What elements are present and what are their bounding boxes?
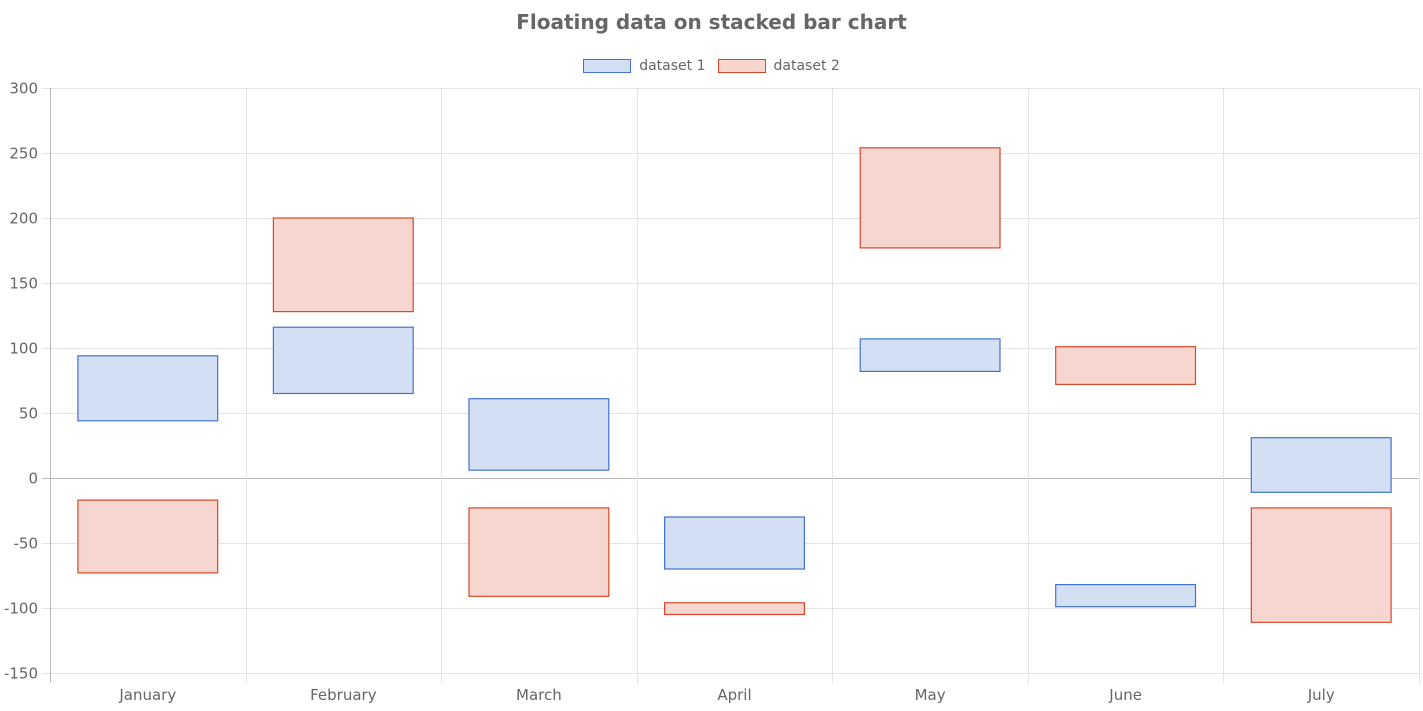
x-tick-label: January — [118, 686, 176, 704]
bar-dataset-1-july — [1250, 437, 1392, 493]
y-tick-label: 300 — [9, 80, 38, 98]
bar-dataset-1-january — [77, 355, 219, 422]
y-tick-label: 0 — [28, 470, 38, 488]
legend-label-dataset-1: dataset 1 — [639, 58, 706, 74]
bar-dataset-2-march — [468, 507, 610, 597]
y-tick-label: 200 — [9, 210, 38, 228]
legend-item-dataset-2[interactable]: dataset 2 — [717, 58, 840, 74]
bar-dataset-2-january — [77, 499, 219, 574]
y-tick-label: -150 — [4, 665, 38, 683]
bar-dataset-1-march — [468, 398, 610, 471]
x-tick-label: June — [1108, 686, 1142, 704]
bar-dataset-1-june — [1055, 583, 1197, 608]
bar-dataset-2-april — [663, 602, 805, 616]
bar-dataset-2-february — [272, 217, 414, 313]
bar-dataset-1-february — [272, 326, 414, 395]
x-tick-label: May — [915, 686, 946, 704]
x-tick-label: March — [516, 686, 562, 704]
bar-dataset-2-may — [859, 147, 1001, 249]
legend: dataset 1 dataset 2 — [0, 58, 1423, 74]
legend-label-dataset-2: dataset 2 — [773, 58, 840, 74]
y-tick-label: -100 — [4, 600, 38, 618]
x-tick-label: February — [310, 686, 377, 704]
bar-dataset-1-april — [663, 516, 805, 570]
legend-item-dataset-1[interactable]: dataset 1 — [583, 58, 706, 74]
y-tick-label: 250 — [9, 145, 38, 163]
y-tick-label: -50 — [14, 535, 39, 553]
bar-dataset-2-july — [1250, 507, 1392, 623]
legend-swatch-dataset-2 — [717, 59, 766, 73]
bar-dataset-1-may — [859, 338, 1001, 372]
x-tick-label: April — [717, 686, 751, 704]
legend-swatch-dataset-1 — [583, 59, 632, 73]
y-tick-label: 150 — [9, 275, 38, 293]
chart-title: Floating data on stacked bar chart — [516, 10, 907, 34]
bar-dataset-2-june — [1055, 346, 1197, 386]
y-tick-label: 100 — [9, 340, 38, 358]
y-tick-label: 50 — [19, 405, 38, 423]
x-tick-label: July — [1307, 686, 1335, 704]
